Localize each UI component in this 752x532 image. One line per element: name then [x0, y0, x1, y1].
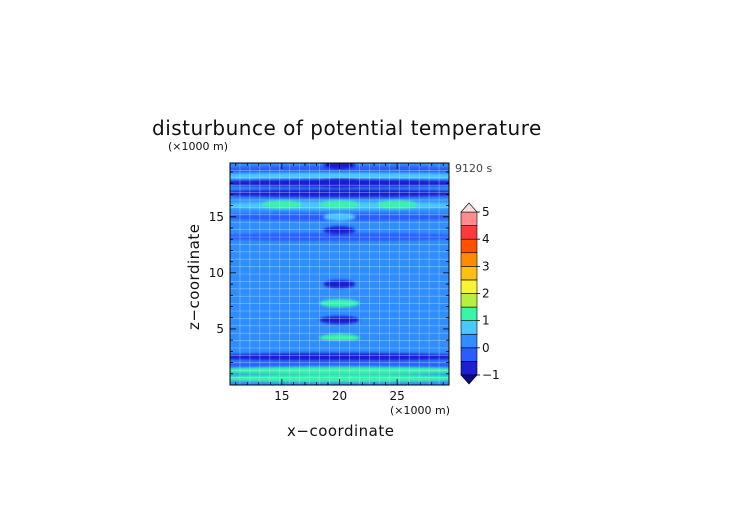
colorbar-swatch [460, 279, 478, 294]
colorbar-under-triangle [460, 374, 478, 385]
time-label: 9120 s [455, 162, 492, 175]
y-axis-label: z−coordinate [185, 224, 203, 330]
colorbar-swatch [460, 320, 478, 335]
x-tick-label: 20 [332, 389, 347, 403]
y-tick-label: 5 [216, 322, 224, 336]
colorbar-tick-label: 3 [482, 259, 490, 273]
colorbar-swatch [460, 211, 478, 226]
chart-title: disturbunce of potential temperature [152, 116, 542, 140]
colorbar-swatch [460, 252, 478, 267]
colorbar-tick-label: 4 [482, 232, 490, 246]
colorbar-tick-label: 0 [482, 341, 490, 355]
x-unit-label: (×1000 m) [390, 404, 450, 417]
colorbar-tick-label: −1 [482, 368, 500, 382]
x-tick-label: 25 [389, 389, 404, 403]
colorbar-swatch [460, 293, 478, 308]
colorbar-over-triangle [460, 202, 478, 213]
y-tick-label: 10 [209, 266, 224, 280]
colorbar-tick-label: 1 [482, 314, 490, 328]
colorbar-swatch [460, 238, 478, 254]
colorbar-swatch [460, 361, 478, 376]
colorbar-swatch [460, 333, 478, 349]
y-tick-label: 15 [209, 210, 224, 224]
gridlines [230, 163, 449, 385]
colorbar-swatch [460, 266, 478, 281]
colorbar: −1 0 1 2 3 4 5 [460, 202, 500, 385]
y-unit-label: (×1000 m) [168, 140, 228, 153]
colorbar-swatch [460, 225, 478, 240]
field-blob [377, 200, 418, 209]
x-axis-label: x−coordinate [287, 422, 394, 440]
colorbar-tick-label: 5 [482, 205, 490, 219]
colorbar-swatch [460, 306, 478, 321]
y-axis: 5 10 15 [209, 171, 449, 375]
colorbar-swatch [460, 347, 478, 362]
plot-area [230, 163, 449, 385]
field-blob [261, 200, 302, 209]
x-tick-label: 15 [274, 389, 289, 403]
x-axis: 15 20 25 [235, 163, 444, 403]
colorbar-tick-label: 2 [482, 287, 490, 301]
